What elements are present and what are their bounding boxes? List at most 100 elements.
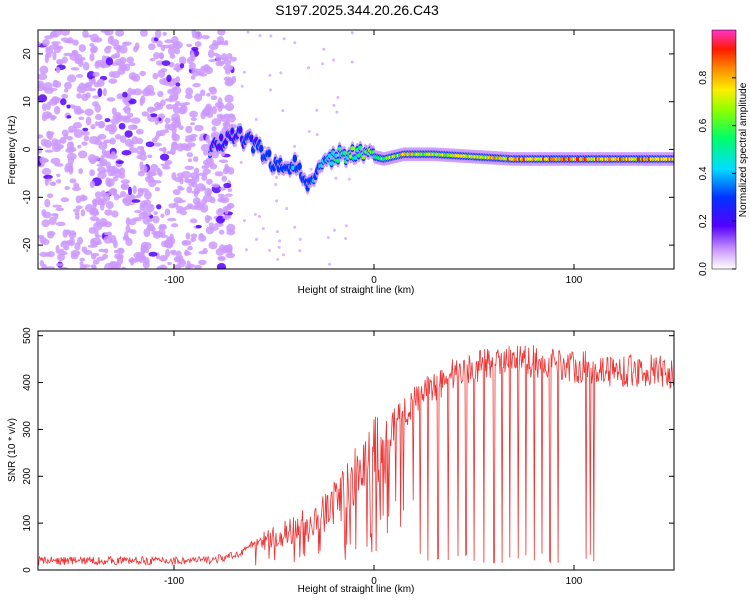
- noise-speck: [153, 52, 160, 60]
- noise-speck: [38, 41, 41, 46]
- noise-speck: [116, 160, 124, 165]
- snr-series-line: [38, 345, 674, 566]
- noise-speck: [127, 87, 133, 97]
- noise-speck: [185, 232, 191, 240]
- x-tick-label: 100: [566, 275, 583, 286]
- noise-speck: [261, 226, 265, 230]
- noise-speck: [307, 66, 311, 70]
- noise-speck: [52, 79, 59, 87]
- noise-speck: [185, 87, 194, 96]
- noise-speck: [38, 134, 44, 139]
- noise-speck: [122, 107, 131, 111]
- colorbar-tick-label: 0.6: [698, 118, 709, 132]
- noise-speck: [105, 45, 112, 50]
- noise-speck: [170, 117, 178, 122]
- noise-speck: [173, 202, 179, 208]
- noise-speck: [187, 263, 195, 268]
- noise-speck: [189, 122, 196, 126]
- noise-speck: [105, 57, 114, 66]
- noise-speck: [116, 247, 125, 255]
- noise-speck: [173, 106, 181, 114]
- noise-speck: [227, 188, 233, 192]
- noise-speck: [108, 153, 118, 160]
- noise-speck: [71, 186, 82, 191]
- noise-speck: [204, 66, 214, 75]
- noise-speck: [78, 168, 83, 175]
- noise-speck: [39, 156, 46, 165]
- noise-speck: [178, 125, 184, 131]
- noise-speck: [61, 240, 68, 245]
- noise-speck: [201, 35, 210, 40]
- noise-speck: [54, 143, 64, 150]
- noise-speck: [167, 261, 172, 266]
- noise-speck: [172, 188, 181, 196]
- noise-speck: [70, 249, 81, 257]
- noise-speck: [108, 262, 117, 268]
- noise-speck: [63, 246, 70, 251]
- noise-speck: [131, 136, 139, 145]
- spectrogram-x-ticks: -100 0 100: [164, 30, 583, 286]
- noise-speck: [81, 141, 88, 146]
- noise-speck: [46, 101, 51, 111]
- noise-speck: [55, 221, 66, 227]
- noise-speck: [41, 167, 52, 176]
- noise-speck: [253, 212, 257, 216]
- noise-speck: [175, 205, 184, 212]
- signal-core: [249, 136, 254, 141]
- signal-core: [297, 164, 302, 169]
- noise-speck: [178, 106, 186, 115]
- noise-speck: [52, 51, 57, 61]
- noise-speck: [140, 30, 148, 37]
- noise-speck: [143, 242, 152, 250]
- noise-speck: [91, 265, 97, 269]
- noise-speck: [171, 86, 182, 95]
- noise-speck: [130, 117, 141, 124]
- noise-speck: [189, 110, 198, 118]
- noise-speck: [165, 248, 170, 258]
- noise-speck: [119, 191, 127, 198]
- noise-speck: [110, 165, 118, 175]
- noise-speck: [203, 150, 208, 156]
- noise-speck: [111, 54, 118, 59]
- signal-core: [350, 146, 355, 151]
- noise-speck: [208, 241, 218, 250]
- noise-speck: [53, 30, 58, 35]
- noise-speck: [166, 74, 172, 83]
- noise-speck: [111, 107, 117, 116]
- noise-speck: [63, 88, 69, 93]
- noise-speck: [110, 125, 118, 133]
- noise-speck: [159, 254, 168, 262]
- noise-speck: [228, 114, 236, 123]
- noise-speck: [140, 248, 150, 254]
- noise-speck: [187, 245, 193, 251]
- signal-core: [292, 156, 297, 161]
- noise-speck: [91, 209, 99, 217]
- noise-speck: [239, 160, 243, 164]
- noise-speck: [166, 150, 175, 155]
- snr-marks: [38, 345, 674, 566]
- noise-speck: [112, 240, 118, 249]
- noise-speck: [186, 203, 194, 208]
- signal-core: [238, 127, 243, 133]
- noise-speck: [38, 73, 48, 81]
- noise-speck: [128, 195, 139, 199]
- noise-speck: [277, 245, 281, 249]
- signal-core: [230, 129, 235, 134]
- noise-speck: [194, 41, 202, 48]
- noise-speck: [149, 163, 159, 173]
- noise-speck: [44, 198, 51, 208]
- noise-speck: [186, 142, 196, 148]
- noise-speck: [281, 253, 285, 257]
- noise-speck: [216, 41, 221, 46]
- noise-speck: [147, 154, 153, 159]
- noise-speck: [181, 170, 191, 179]
- noise-speck: [153, 211, 158, 216]
- noise-speck: [218, 229, 225, 235]
- noise-speck: [218, 159, 229, 164]
- noise-speck: [153, 37, 159, 42]
- noise-speck: [208, 225, 219, 231]
- noise-speck: [258, 34, 262, 38]
- noise-speck: [179, 102, 187, 108]
- noise-speck: [222, 215, 232, 220]
- noise-speck: [152, 142, 162, 147]
